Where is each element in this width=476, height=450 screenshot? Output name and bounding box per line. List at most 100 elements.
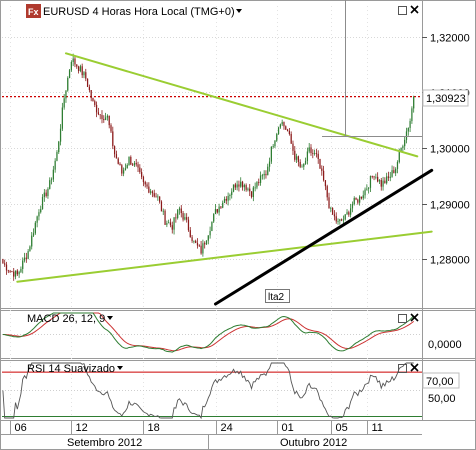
maximize-icon[interactable] <box>398 6 407 15</box>
candle-body <box>41 197 44 210</box>
candle-body <box>393 170 395 174</box>
candle-body <box>231 191 233 196</box>
candle-body <box>315 153 318 154</box>
candle-body <box>368 187 370 189</box>
candle-body <box>115 154 118 159</box>
candle-body <box>204 243 206 245</box>
candle-body <box>195 240 197 244</box>
candle-body <box>223 198 226 203</box>
candle-body <box>4 263 6 265</box>
price-tick-label: 1,30000 <box>430 144 470 156</box>
candle-body <box>25 257 27 259</box>
candle-body <box>175 217 177 219</box>
rsi-dropdown-icon[interactable] <box>117 366 123 370</box>
candle-body <box>355 197 357 200</box>
candle-body <box>245 185 247 190</box>
candle-body <box>313 153 316 154</box>
rsi-tick-label: 50,00 <box>428 393 456 405</box>
candle-body <box>191 237 193 241</box>
rsi-header[interactable]: RSI 14 Suavizado 70,00 50,00 <box>27 363 460 405</box>
candle-body <box>267 166 269 176</box>
macd-header[interactable]: MACD 26, 12, 9 0,0000 <box>27 313 462 351</box>
candle-body <box>263 173 265 176</box>
candle-body <box>256 182 258 188</box>
candle-body <box>151 191 154 194</box>
candle-body <box>380 180 382 187</box>
candle-body <box>205 240 208 245</box>
candle-body <box>7 270 9 272</box>
price-axis[interactable] <box>422 0 476 420</box>
candle-body <box>353 197 355 205</box>
candle-body <box>22 260 24 269</box>
macd-main-line <box>2 312 415 353</box>
candle-body <box>407 127 409 132</box>
candle-body <box>211 221 213 231</box>
rsi-close-icon[interactable] <box>410 363 419 372</box>
candle-body <box>72 58 74 63</box>
candle-body <box>304 160 307 164</box>
candle-body <box>184 217 186 220</box>
candle-body <box>404 139 406 147</box>
candle-body <box>146 184 148 187</box>
candle-body <box>5 264 8 271</box>
candle-body <box>180 208 182 214</box>
rsi-maximize-icon[interactable] <box>398 364 407 373</box>
candle-body <box>128 157 130 166</box>
window-title: EURUSD 4 Horas Hora Local (TMG+0) <box>43 6 235 18</box>
time-tick-label: 01 <box>282 422 294 434</box>
candle-body <box>121 165 123 174</box>
candle-body <box>49 180 51 189</box>
candle-body <box>351 204 354 209</box>
price-tick-label: 1,29000 <box>430 200 470 212</box>
candle-body <box>43 192 45 198</box>
candle-body <box>357 199 359 203</box>
candle-body <box>162 210 164 212</box>
trendlines[interactable] <box>16 52 434 306</box>
candle-body <box>295 156 298 160</box>
time-tick-label: 06 <box>15 422 27 434</box>
price-panel[interactable] <box>0 0 422 308</box>
candle-body <box>20 268 22 272</box>
candle-body <box>2 258 4 264</box>
candle-body <box>382 180 384 187</box>
macd-panel[interactable] <box>0 310 422 358</box>
macd-dropdown-icon[interactable] <box>107 316 113 320</box>
candle-body <box>386 176 388 184</box>
candle-body <box>243 185 245 188</box>
candle-body <box>402 146 404 149</box>
title-dropdown-icon[interactable] <box>236 9 242 13</box>
candle-body <box>182 213 184 220</box>
macd-close-icon[interactable] <box>410 313 419 322</box>
candle-body <box>218 206 220 213</box>
candle-body <box>164 210 166 225</box>
candle-body <box>258 182 260 183</box>
candle-body <box>373 176 375 178</box>
candle-body <box>67 77 69 91</box>
candle-body <box>97 112 100 115</box>
candle-body <box>249 188 251 192</box>
candle-body <box>400 148 402 152</box>
candle-body <box>83 72 85 76</box>
macd-maximize-icon[interactable] <box>398 314 407 323</box>
trendline-upper-green <box>64 52 419 158</box>
candle-body <box>133 163 136 166</box>
candle-body <box>50 179 53 181</box>
lta2-label-box[interactable]: lta2 <box>265 289 290 304</box>
candle-body <box>137 164 139 168</box>
candle-body <box>189 230 191 238</box>
rsi-line <box>2 362 422 420</box>
candle-body <box>391 170 393 177</box>
candle-body <box>322 170 325 181</box>
chart-title[interactable]: Fx EURUSD 4 Horas Hora Local (TMG+0) <box>26 4 242 18</box>
close-icon[interactable] <box>410 5 419 14</box>
candle-body <box>117 158 119 164</box>
lta2-label: lta2 <box>268 292 285 303</box>
candle-body <box>339 219 341 222</box>
candle-body <box>350 208 352 215</box>
candle-body <box>79 66 82 72</box>
candle-body <box>409 121 411 128</box>
candle-body <box>213 214 215 222</box>
candle-body <box>99 114 101 116</box>
candle-body <box>29 246 31 252</box>
time-tick-label: 05 <box>336 422 348 434</box>
